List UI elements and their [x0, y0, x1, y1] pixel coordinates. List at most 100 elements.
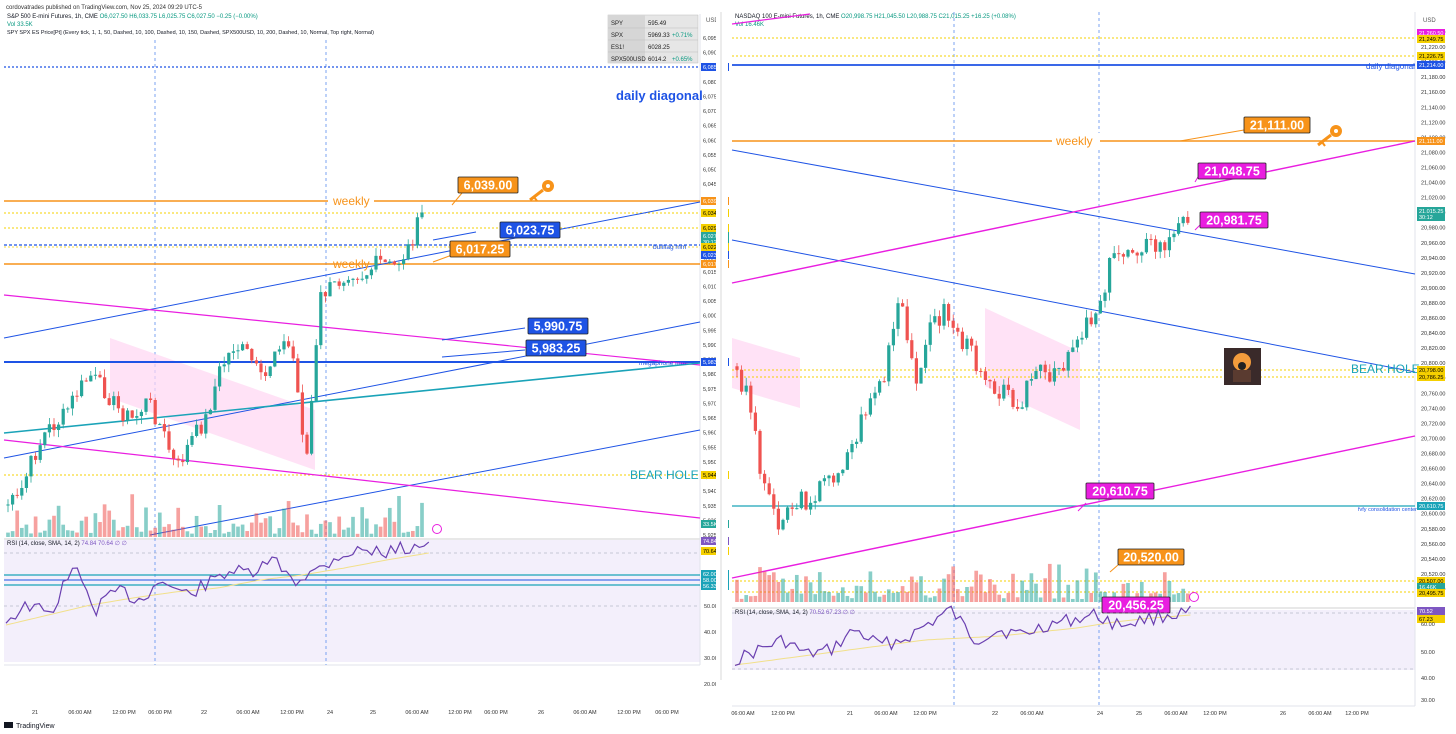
candle-body	[762, 473, 767, 484]
price-tag-label: 67.23	[1419, 617, 1433, 623]
left-time-axis[interactable]: 21 06:00 AM 12:00 PM 06:00 PM 22 06:00 AM 12:0…	[32, 710, 679, 716]
price-tag	[701, 251, 729, 259]
volume-bar	[1167, 581, 1172, 602]
left-event-icon[interactable]	[432, 524, 442, 534]
volume-bar	[167, 524, 171, 537]
volume-bar	[203, 526, 208, 537]
volume-bar	[254, 513, 259, 537]
time-axis-tick: 06:00 AM	[1308, 711, 1332, 717]
volume-bar	[139, 531, 144, 537]
price-axis-tick: 20,660.00	[1421, 467, 1445, 473]
candle-body	[850, 443, 854, 453]
price-callout[interactable]	[1197, 162, 1267, 180]
price-callout[interactable]	[499, 221, 561, 239]
price-axis-tick: 5,970.00	[703, 401, 724, 407]
volume-bar	[850, 598, 854, 602]
volume-bar	[942, 578, 946, 602]
volume-bar	[992, 584, 997, 602]
volume-bar	[111, 519, 116, 537]
price-tag	[1417, 589, 1445, 597]
candle-body	[369, 269, 374, 276]
price-callout[interactable]	[1085, 482, 1155, 500]
candle-body	[286, 341, 291, 347]
candle-body	[15, 494, 19, 496]
price-callout[interactable]	[525, 339, 587, 357]
volume-bar	[1061, 597, 1066, 602]
candle-body	[956, 327, 960, 332]
price-callout[interactable]	[1243, 116, 1311, 134]
price-tag-label: 6,034.50	[703, 211, 724, 217]
price-tag	[701, 232, 729, 240]
right-event-icon[interactable]	[1189, 592, 1199, 602]
volume-bar	[822, 591, 827, 602]
candle-body	[836, 473, 840, 483]
right-chart-pane[interactable]: NASDAQ 100 E-mini Futures, 1h, CME O20,9…	[731, 12, 1445, 717]
volume-bar	[1001, 598, 1006, 602]
candle-body	[411, 244, 415, 246]
candle-body	[1130, 250, 1135, 253]
time-axis-tick: 06:00 AM	[68, 710, 92, 716]
volume-bar	[762, 571, 767, 602]
volume-bar	[1047, 563, 1052, 602]
price-tag-label: 74.84	[703, 539, 717, 545]
price-axis-tick: 5,990.00	[703, 343, 724, 349]
price-tag-label: 30:12	[1419, 215, 1433, 221]
volume-bar	[332, 533, 337, 537]
volume-bar	[1172, 594, 1176, 602]
price-callout-label: 5,983.25	[532, 342, 581, 356]
price-callout[interactable]	[449, 240, 511, 258]
price-callout-label: 6,017.25	[456, 243, 505, 257]
volume-bar	[965, 587, 969, 602]
price-axis-tick: 6,015.00	[703, 270, 724, 276]
time-axis-tick: 06:00 AM	[731, 711, 755, 717]
volume-bar	[125, 525, 130, 537]
candle-body	[735, 366, 739, 370]
price-axis-tick: 20,580.00	[1421, 527, 1445, 533]
left-weekly-label-top: weekly	[332, 194, 370, 208]
candle-body	[864, 414, 868, 416]
right-time-axis[interactable]: 06:00 AM 12:00 PM 21 06:00 AM 12:00 PM 22 06:0…	[731, 711, 1369, 717]
volume-bar	[231, 523, 236, 537]
rsi-axis-tick: 20.00	[704, 682, 718, 688]
price-axis-tick: 20,940.00	[1421, 256, 1445, 262]
volume-bar	[1089, 592, 1094, 602]
volume-bar	[1029, 573, 1034, 602]
price-callout[interactable]	[1117, 548, 1185, 566]
price-callout[interactable]	[457, 176, 519, 194]
candle-body	[1057, 367, 1061, 369]
price-axis-tick: 5,935.00	[703, 504, 724, 510]
volume-bar	[392, 521, 397, 537]
candle-body	[392, 261, 397, 265]
candle-body	[1071, 347, 1075, 352]
price-axis-tick: 5,950.00	[703, 460, 724, 466]
candle-body	[254, 360, 259, 364]
volume-bar	[744, 595, 749, 602]
volume-bar	[171, 529, 176, 537]
time-axis-tick: 22	[992, 711, 998, 717]
price-callout[interactable]	[1199, 211, 1269, 229]
volume-bar	[1181, 588, 1186, 602]
candle-body	[337, 281, 341, 286]
time-axis-tick: 06:00 AM	[573, 710, 597, 716]
candle-body	[240, 344, 245, 351]
volume-bar	[1006, 592, 1011, 602]
tradingview-logo[interactable]: TradingView	[4, 722, 55, 730]
candle-body	[1052, 368, 1057, 382]
price-callout[interactable]	[527, 317, 589, 335]
volume-bar	[978, 574, 983, 602]
volume-bar	[909, 576, 914, 602]
right-symbol-title: NASDAQ 100 E-mini Futures, 1h, CME O20,9…	[735, 14, 1016, 20]
volume-bar	[190, 533, 194, 537]
volume-bar	[928, 597, 933, 602]
price-tag-label: 5,944.75	[703, 473, 724, 479]
volume-bar	[896, 592, 900, 602]
candle-body	[139, 411, 144, 417]
candle-body	[1186, 216, 1190, 223]
left-chart-pane[interactable]: S&P 500 E-mini Futures, 1h, CME O6,027.5…	[3, 14, 729, 716]
volume-bar	[415, 526, 420, 537]
price-tag-label: 62.00	[703, 572, 717, 578]
volume-bar	[6, 532, 10, 537]
volume-bar	[1011, 573, 1015, 602]
volume-bar	[323, 520, 328, 537]
